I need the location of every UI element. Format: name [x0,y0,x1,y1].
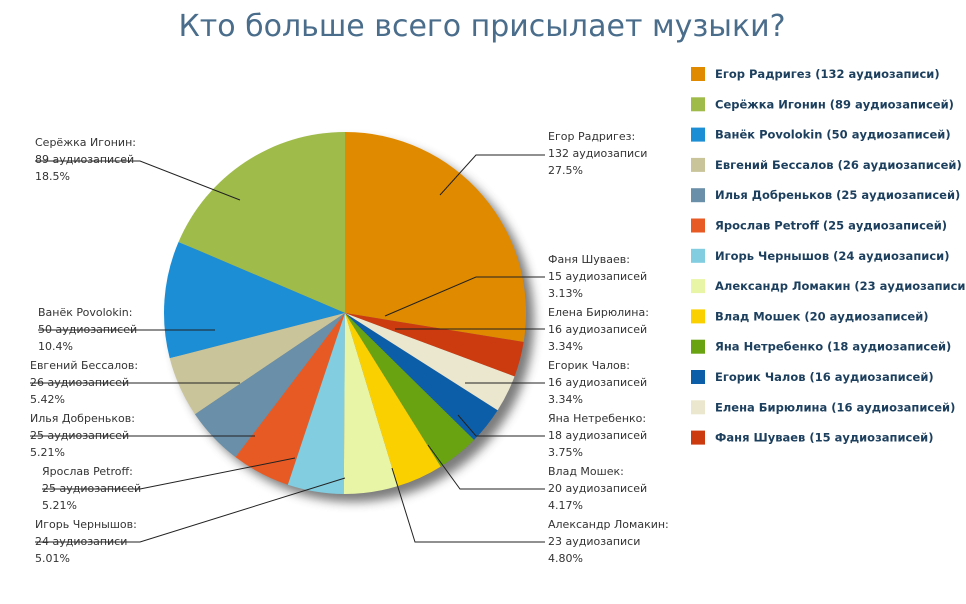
slice-count: 16 аудиозаписей [548,376,647,389]
legend-label: Игорь Чернышов (24 аудиозаписи) [715,249,949,263]
slice-count: 50 аудиозаписей [38,323,137,336]
pie-slice [287,313,345,494]
legend-label: Илья Добреньков (25 аудиозаписей) [715,188,960,202]
legend-label: Александр Ломакин (23 аудиозаписи) [715,279,966,293]
slice-percent: 5.01% [35,552,70,565]
slice-name: Игорь Чернышов: [35,518,137,531]
slice-name: Елена Бирюлина: [548,306,649,319]
slice-count: 24 аудиозаписи [35,535,127,548]
slice-name: Илья Добреньков: [30,412,135,425]
legend-swatch [691,309,705,324]
slice-name: Фаня Шуваев: [548,253,630,266]
legend-label: Евгений Бессалов (26 аудиозаписей) [715,158,962,172]
legend-swatch [691,218,705,233]
slice-count: 25 аудиозаписей [30,429,129,442]
legend-swatch [691,430,705,445]
slice-name: Серёжка Игонин: [35,136,136,149]
callout-line [384,276,545,317]
legend-swatch [691,188,705,203]
slice-percent: 3.34% [548,393,583,406]
legend-swatch [691,370,705,384]
slice-percent: 4.17% [548,499,583,512]
legend-swatch [691,157,705,172]
legend-swatch [691,97,705,112]
callout-line [35,477,346,543]
callout-line [439,154,545,196]
slice-name: Евгений Бессалов: [30,359,138,372]
legend-swatch [691,400,705,415]
slice-name: Ярослав Petroff: [42,465,133,478]
legend-label: Ярослав Petroff (25 аудиозаписей) [715,219,947,233]
slice-percent: 27.5% [548,164,583,177]
slice-percent: 10.4% [38,340,73,353]
pie-slice [194,313,345,458]
legend-swatch [691,339,705,354]
slice-count: 15 аудиозаписей [548,270,647,283]
legend-label: Егорик Чалов (16 аудиозаписей) [715,370,934,384]
slice-count: 20 аудиозаписей [548,482,647,495]
pie-slice [178,132,345,313]
pie-slice [345,313,498,440]
slice-count: 16 аудиозаписей [548,323,647,336]
legend-label: Егор Радригез (132 аудиозаписи) [715,67,940,81]
slice-percent: 18.5% [35,170,70,183]
legend-swatch [691,279,705,294]
slice-percent: 3.34% [548,340,583,353]
pie-slice [345,313,515,411]
pie-slice [345,313,524,377]
slice-name: Егорик Чалов: [548,359,630,372]
slice-count: 23 аудиозаписи [548,535,640,548]
legend-label: Фаня Шуваев (15 аудиозаписей) [715,431,933,445]
pie-slice [343,313,398,494]
legend-swatch [691,248,705,263]
pie-slice [235,313,345,485]
slice-percent: 5.21% [42,499,77,512]
slice-percent: 3.13% [548,287,583,300]
slice-count: 18 аудиозаписей [548,429,647,442]
slice-percent: 3.75% [548,446,583,459]
callout-line [457,414,545,437]
slice-count: 25 аудиозаписей [42,482,141,495]
slice-count: 132 аудиозаписи [548,147,647,160]
pie-slice [169,313,345,415]
pie-slice [163,241,345,359]
callout-line [427,444,545,490]
slice-percent: 4.80% [548,552,583,565]
slice-count: 89 аудиозаписей [35,153,134,166]
slice-name: Егор Радригез: [548,130,635,143]
legend-swatch [691,67,705,81]
legend-label: Серёжка Игонин (89 аудиозаписей) [715,97,954,111]
callout-line [391,467,545,543]
slice-percent: 5.21% [30,446,65,459]
slice-name: Александр Ломакин: [548,518,669,531]
slice-name: Ванёк Povolokin: [38,306,133,319]
pie-slice [345,132,526,342]
slice-name: Яна Нетребенко: [548,412,646,425]
chart-title: Кто больше всего присылает музыки? [178,9,785,44]
legend-label: Ванёк Povolokin (50 аудиозаписей) [715,128,951,142]
pie-slice [345,313,441,487]
legend-label: Елена Бирюлина (16 аудиозаписей) [715,400,955,414]
callout-line [42,457,296,490]
pie-slice [345,313,475,467]
legend-label: Яна Нетребенко (18 аудиозаписей) [715,340,951,354]
callout-line [35,160,241,201]
slice-percent: 5.42% [30,393,65,406]
slice-name: Влад Мошек: [548,465,624,478]
legend-swatch [691,127,705,142]
legend-label: Влад Мошек (20 аудиозаписей) [715,309,929,323]
slice-count: 26 аудиозаписей [30,376,129,389]
